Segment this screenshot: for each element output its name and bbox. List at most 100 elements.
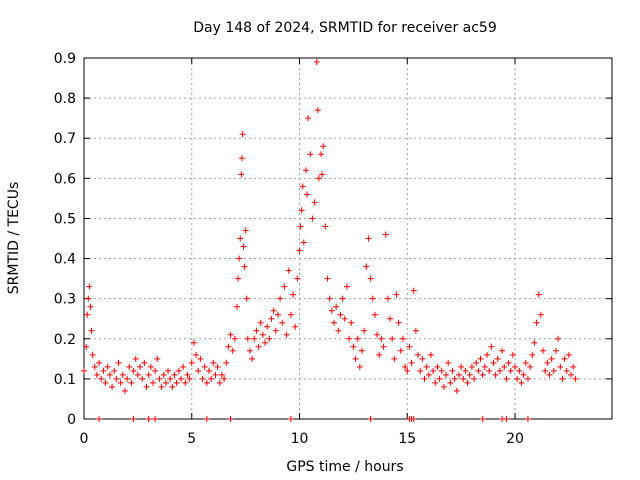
data-point — [229, 347, 236, 354]
y-tick-label: 0.1 — [54, 372, 76, 388]
data-point — [330, 319, 337, 326]
data-point — [182, 379, 189, 386]
data-point — [391, 355, 398, 362]
data-point — [440, 383, 447, 390]
x-tick-label: 20 — [506, 431, 524, 447]
data-point — [367, 416, 374, 422]
data-point — [503, 375, 510, 382]
data-point — [447, 379, 454, 386]
data-point — [281, 283, 288, 290]
data-point — [113, 375, 120, 382]
data-point — [264, 323, 271, 330]
data-point — [486, 367, 493, 374]
data-point — [124, 375, 131, 382]
data-point — [568, 371, 575, 378]
data-point — [234, 303, 241, 310]
data-point — [149, 379, 156, 386]
data-point — [499, 347, 506, 354]
data-point — [214, 363, 221, 370]
data-point — [313, 59, 320, 66]
data-point — [91, 363, 98, 370]
data-point — [237, 235, 244, 242]
data-point — [167, 375, 174, 382]
data-point — [318, 151, 325, 158]
data-point — [277, 295, 284, 302]
data-point — [134, 371, 141, 378]
y-tick-label: 0.6 — [54, 171, 76, 187]
data-point — [128, 379, 135, 386]
x-tick-label: 10 — [291, 431, 309, 447]
data-point — [438, 367, 445, 374]
data-point — [177, 375, 184, 382]
data-point — [399, 335, 406, 342]
data-point — [350, 343, 357, 350]
data-point — [126, 363, 133, 370]
data-point — [471, 375, 478, 382]
data-point — [109, 383, 116, 390]
data-point — [455, 371, 462, 378]
data-point — [520, 371, 527, 378]
data-point — [253, 327, 260, 334]
data-point — [363, 263, 370, 270]
data-point — [156, 375, 163, 382]
data-point — [93, 371, 100, 378]
data-point — [328, 307, 335, 314]
data-point — [165, 367, 172, 374]
data-point — [139, 375, 146, 382]
data-point — [410, 287, 417, 294]
data-point — [86, 283, 93, 290]
data-point — [279, 319, 286, 326]
data-point — [143, 383, 150, 390]
data-point — [516, 367, 523, 374]
data-point — [158, 383, 165, 390]
data-point — [387, 315, 394, 322]
x-tick-label: 5 — [187, 431, 196, 447]
y-tick-label: 0.8 — [54, 91, 76, 107]
data-point — [251, 335, 258, 342]
data-point — [203, 379, 210, 386]
data-point — [533, 319, 540, 326]
data-point — [145, 416, 152, 422]
data-point — [195, 367, 202, 374]
y-axis-label: SRMTID / TECUs — [6, 182, 22, 295]
data-point — [369, 295, 376, 302]
data-point — [531, 339, 538, 346]
data-point — [326, 295, 333, 302]
data-point — [371, 311, 378, 318]
data-point — [227, 331, 234, 338]
data-point — [238, 171, 245, 178]
data-point — [324, 275, 331, 282]
data-point — [223, 359, 230, 366]
data-point — [290, 291, 297, 298]
data-point — [145, 371, 152, 378]
data-point — [300, 239, 307, 246]
data-point — [348, 319, 355, 326]
data-point — [239, 131, 246, 138]
y-tick-label: 0.5 — [54, 211, 76, 227]
data-point — [240, 243, 247, 250]
data-point — [130, 367, 137, 374]
data-point — [404, 367, 411, 374]
data-point — [453, 387, 460, 394]
data-point — [287, 416, 294, 422]
data-point — [477, 355, 484, 362]
data-point — [460, 375, 467, 382]
data-point — [473, 359, 480, 366]
data-point — [415, 351, 422, 358]
data-point — [365, 235, 372, 242]
data-point — [468, 363, 475, 370]
data-point — [425, 371, 432, 378]
data-point — [292, 323, 299, 330]
data-point — [544, 359, 551, 366]
data-point — [421, 375, 428, 382]
data-point — [335, 327, 342, 334]
data-point — [382, 231, 389, 238]
data-point — [412, 327, 419, 334]
data-point — [550, 367, 557, 374]
data-point — [434, 363, 441, 370]
grid-lines — [84, 58, 612, 419]
data-point — [84, 311, 91, 318]
data-point — [283, 331, 290, 338]
data-point — [296, 247, 303, 254]
